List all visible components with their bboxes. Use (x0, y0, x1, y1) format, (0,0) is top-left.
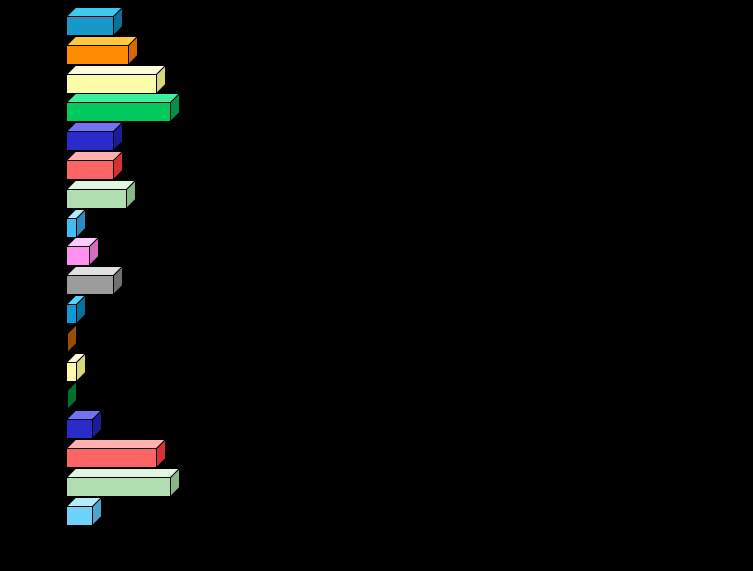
bar-top-face (66, 266, 124, 276)
bar-front-face (66, 362, 77, 382)
bar-front-face (66, 189, 127, 209)
bar-top-face (66, 180, 137, 190)
bar-17[interactable] (66, 468, 181, 507)
bar-front-face (66, 160, 114, 180)
bar-12[interactable] (66, 324, 78, 363)
bar-3d-faces (66, 381, 78, 411)
bar-16[interactable] (66, 439, 167, 478)
bar-3d-faces (66, 209, 87, 239)
bar-3d-faces (66, 65, 167, 95)
bar-side-face (67, 324, 77, 354)
bar-7[interactable] (66, 180, 137, 219)
bar-front-face (66, 74, 157, 94)
bar-front-face (66, 448, 157, 468)
bar-3d-faces (66, 295, 87, 325)
bar-3d-faces (66, 237, 100, 267)
bar-front-face (66, 390, 68, 410)
bar-10[interactable] (66, 266, 124, 305)
bar-3d-faces (66, 93, 181, 123)
bar-top-face (66, 439, 167, 449)
bar-front-face (66, 506, 93, 526)
bar-front-face (66, 102, 171, 122)
bar-top-face (66, 65, 167, 75)
bar-top-face (66, 468, 181, 478)
bar-top-face (66, 122, 124, 132)
bar-front-face (66, 333, 68, 353)
bar-3d-faces (66, 151, 124, 181)
bar-3d-faces (66, 468, 181, 498)
bar-3d-faces (66, 410, 103, 440)
bar-top-face (66, 36, 139, 46)
bar-13[interactable] (66, 353, 87, 392)
bar-3d-faces (66, 7, 124, 37)
bar-8[interactable] (66, 209, 87, 248)
bar-front-face (66, 419, 93, 439)
bar-15[interactable] (66, 410, 103, 449)
bar-front-face (66, 304, 77, 324)
bar-6[interactable] (66, 151, 124, 190)
bar-14[interactable] (66, 381, 78, 420)
bar-3d-faces (66, 266, 124, 296)
bar-top-face (66, 7, 124, 17)
bar-side-face (67, 381, 77, 411)
bar-2[interactable] (66, 36, 139, 75)
bar-3[interactable] (66, 65, 167, 104)
bar-5[interactable] (66, 122, 124, 161)
bar-front-face (66, 45, 129, 65)
bar-front-face (66, 131, 114, 151)
bar-top-face (66, 151, 124, 161)
bar-11[interactable] (66, 295, 87, 334)
bar-3d-faces (66, 497, 103, 527)
bar-3d-faces (66, 122, 124, 152)
bar-9[interactable] (66, 237, 100, 276)
bar-top-face (66, 93, 181, 103)
bar-front-face (66, 218, 77, 238)
bar-3d-faces (66, 36, 139, 66)
bar-front-face (66, 16, 114, 36)
bar-front-face (66, 477, 171, 497)
bar-1[interactable] (66, 7, 124, 46)
bar-18[interactable] (66, 497, 103, 536)
bar-3d-faces (66, 180, 137, 210)
bar-3d-faces (66, 439, 167, 469)
bar-4[interactable] (66, 93, 181, 132)
bar-3d-faces (66, 324, 78, 354)
bar-front-face (66, 246, 90, 266)
bar-3d-faces (66, 353, 87, 383)
bar-front-face (66, 275, 114, 295)
